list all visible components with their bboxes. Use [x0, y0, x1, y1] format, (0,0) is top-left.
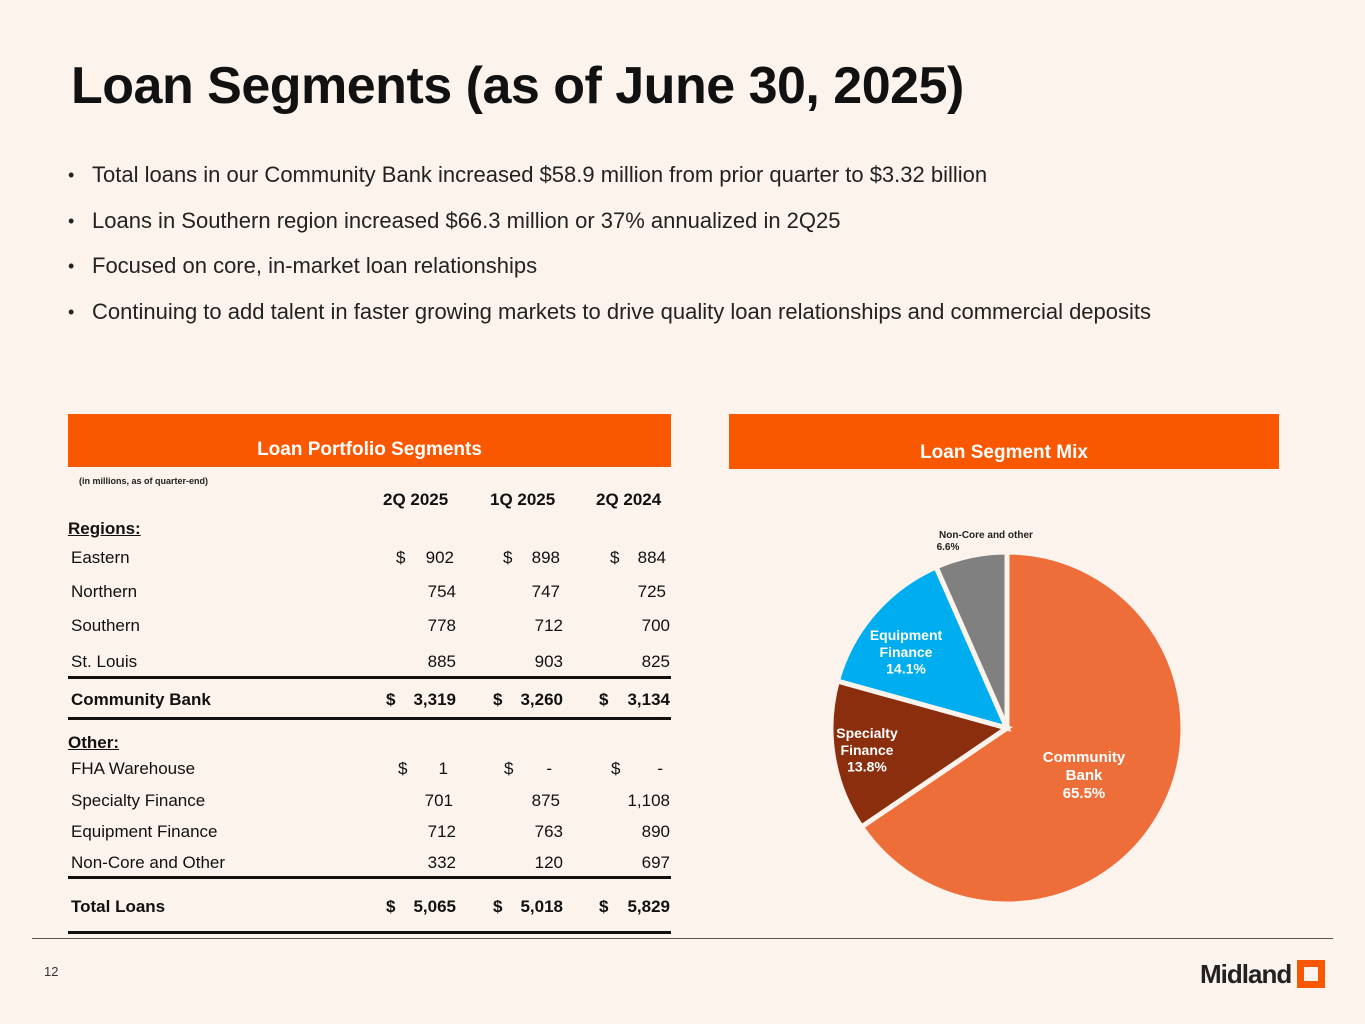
cell-value: 747 [531, 582, 560, 601]
bullet-item: Total loans in our Community Bank increa… [68, 160, 1151, 206]
pie-label: Community Bank 65.5% [1043, 749, 1126, 802]
chart-header: Loan Segment Mix [729, 414, 1279, 469]
bullet-list: Total loans in our Community Bank increa… [68, 160, 1151, 342]
page-title: Loan Segments (as of June 30, 2025) [71, 57, 964, 115]
currency-sign: $ [599, 897, 609, 916]
pie-slice-community-bank [857, 549, 1186, 907]
column-header-2q2025: 2Q 2025 [383, 490, 449, 509]
pie-slice-equipment-finance [834, 563, 1012, 732]
column-header-2q2024: 2Q 2024 [596, 490, 662, 509]
cell-value: 725 [637, 582, 666, 601]
currency-sign: $ [386, 690, 396, 709]
row-label: FHA Warehouse [71, 759, 196, 778]
cell-value: 332 [427, 853, 456, 872]
pie-slice-non-core-and-other [932, 549, 1010, 730]
cell-value: 5,829 [627, 897, 670, 916]
currency-sign: $ [493, 897, 503, 916]
page-number: 12 [44, 964, 59, 979]
pie-label: Specialty Finance 13.8% [836, 725, 898, 775]
currency-sign: $ [503, 548, 513, 567]
cell-value: 5,065 [413, 897, 456, 916]
cell-value: 697 [641, 853, 670, 872]
cell-value: 712 [534, 616, 563, 635]
column-header-1q2025: 1Q 2025 [490, 490, 556, 509]
table-rule [68, 931, 671, 934]
cell-value: 701 [424, 791, 453, 810]
cell-value: 712 [427, 822, 456, 841]
currency-sign: $ [599, 690, 609, 709]
cell-value: 3,260 [520, 690, 563, 709]
bullet-item: Continuing to add talent in faster growi… [68, 297, 1151, 343]
cell-value: 3,319 [413, 690, 456, 709]
bullet-item: Loans in Southern region increased $66.3… [68, 206, 1151, 252]
cell-value: 875 [531, 791, 560, 810]
other-label: Other: [68, 733, 119, 752]
currency-sign: $ [398, 759, 408, 778]
logo-mark-icon [1297, 960, 1326, 988]
table-rule [68, 717, 671, 720]
table-header: Loan Portfolio Segments [68, 414, 671, 467]
pie-label: Equipment Finance 14.1% [870, 627, 943, 677]
currency-sign: $ [504, 759, 514, 778]
currency-sign: $ [493, 690, 503, 709]
pie-label: Non-Core and other 6.6% [937, 530, 1033, 553]
cell-value: 3,134 [627, 690, 670, 709]
currency-sign: $ [386, 897, 396, 916]
cell-value: 700 [641, 616, 670, 635]
cell-value: 825 [641, 652, 670, 671]
currency-sign: $ [396, 548, 406, 567]
cell-value: - [657, 759, 663, 778]
row-label: St. Louis [71, 652, 138, 671]
cell-value: 902 [425, 548, 454, 567]
row-label: Community Bank [71, 690, 211, 709]
logo-text: Midland [1200, 958, 1292, 989]
cell-value: 885 [427, 652, 456, 671]
bullet-item: Focused on core, in-market loan relation… [68, 251, 1151, 297]
row-label: Total Loans [71, 897, 166, 916]
cell-value: 778 [427, 616, 456, 635]
cell-value: - [546, 759, 552, 778]
row-label: Equipment Finance [71, 822, 218, 841]
row-label: Southern [71, 616, 140, 635]
cell-value: 890 [641, 822, 670, 841]
currency-sign: $ [610, 548, 620, 567]
cell-value: 763 [534, 822, 563, 841]
regions-label: Regions: [68, 519, 141, 538]
table-rule [68, 676, 671, 679]
midland-logo: Midland [1200, 958, 1326, 990]
row-label: Specialty Finance [71, 791, 206, 810]
currency-sign: $ [611, 759, 621, 778]
cell-value: 898 [531, 548, 560, 567]
cell-value: 754 [427, 582, 456, 601]
cell-value: 120 [534, 853, 563, 872]
cell-value: 884 [637, 548, 666, 567]
footer-divider [32, 938, 1333, 939]
cell-value: 1 [438, 759, 448, 778]
row-label: Non-Core and Other [71, 853, 226, 872]
table-rule [68, 876, 671, 879]
cell-value: 5,018 [520, 897, 563, 916]
row-label: Eastern [71, 548, 130, 567]
cell-value: 903 [534, 652, 563, 671]
table-note: (in millions, as of quarter-end) [79, 476, 209, 486]
cell-value: 1,108 [627, 791, 670, 810]
row-label: Northern [71, 582, 138, 601]
